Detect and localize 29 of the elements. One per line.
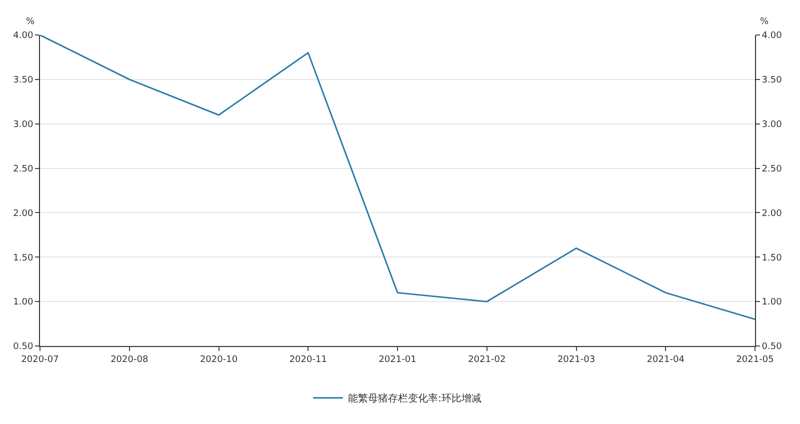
legend-label: 能繁母猪存栏变化率:环比增减 <box>348 392 482 405</box>
x-tick-label: 2020-11 <box>289 354 327 365</box>
y-tick-label: 2.50 <box>13 164 34 174</box>
x-tick-label: 2021-01 <box>378 354 416 365</box>
x-tick-label: 2020-07 <box>21 354 59 365</box>
y2-tick-label: 2.00 <box>762 208 782 219</box>
y2-tick-label: 2.50 <box>762 164 782 174</box>
y2-tick-label: 3.50 <box>762 76 782 86</box>
y-tick-label: 3.00 <box>13 120 34 130</box>
y-tick-label: 3.50 <box>13 76 34 86</box>
y-tick-label: 1.00 <box>13 298 34 308</box>
y2-tick-label: 1.00 <box>762 298 782 308</box>
x-tick-label: 2021-05 <box>736 354 774 365</box>
y2-tick-label: 4.00 <box>762 31 782 42</box>
y-tick-label: 4.00 <box>13 31 34 42</box>
line-series <box>40 35 755 320</box>
x-tick-label: 2021-04 <box>646 354 685 365</box>
x-tick-label: 2021-02 <box>468 354 506 365</box>
y2-tick-label: 1.50 <box>762 253 782 264</box>
y-tick-label: 2.00 <box>13 208 34 219</box>
y-axis-title: % <box>26 17 35 27</box>
x-tick-label: 2021-03 <box>557 354 596 365</box>
x-tick-label: 2020-08 <box>110 354 148 365</box>
y-tick-label: 0.50 <box>13 342 34 352</box>
x-tick-label: 2020-10 <box>200 354 238 365</box>
y2-axis-title: % <box>760 17 769 27</box>
y2-tick-label: 0.50 <box>762 342 782 352</box>
y2-tick-label: 3.00 <box>762 120 782 130</box>
y-tick-label: 1.50 <box>13 253 34 264</box>
